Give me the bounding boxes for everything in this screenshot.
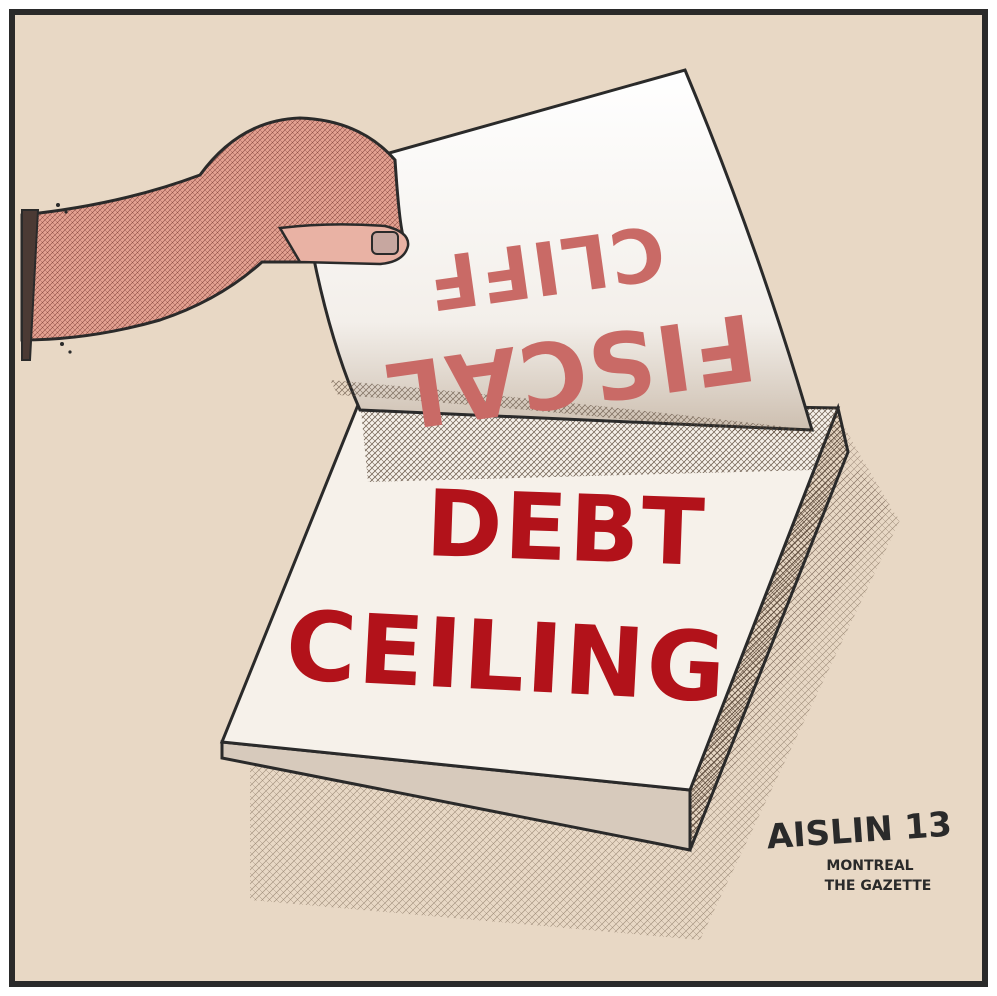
signature-city: MONTREAL xyxy=(826,858,913,874)
ceiling-text: CEILING xyxy=(283,590,730,725)
fiscal-cliff-page: FISCAL CLIFF xyxy=(298,68,815,450)
hand-illustration xyxy=(20,116,410,361)
debt-ceiling-pad xyxy=(219,398,850,852)
debt-text: DEBT xyxy=(424,470,708,587)
signature-paper: THE GAZETTE xyxy=(825,878,932,894)
